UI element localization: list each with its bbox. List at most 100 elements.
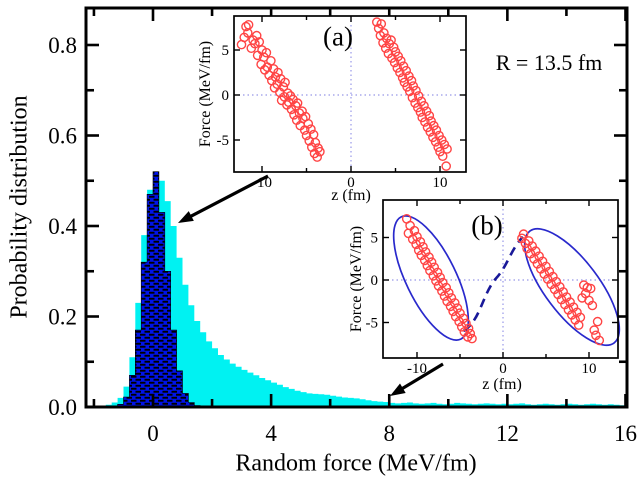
inset_b-frame	[382, 199, 619, 359]
inset_b-x-tick-label: 0	[499, 361, 507, 377]
inset_a-data-point	[254, 37, 265, 47]
inset_a-data-point	[413, 91, 424, 101]
inset_a-data-point	[419, 101, 429, 111]
arrow-to-tail-at-8-shaft	[399, 362, 444, 392]
inset_a-frame	[233, 15, 467, 173]
inset_a-data-point	[401, 65, 412, 76]
inset_a-data-point	[266, 56, 276, 66]
y-tick-label: 0.0	[48, 395, 77, 420]
inset_b-x-tick-label: -10	[407, 361, 427, 377]
arrow-to-tail-at-8-head	[390, 383, 406, 396]
x-tick-label: 16	[614, 421, 637, 446]
inset-b-letter-label: (b)	[471, 210, 503, 241]
inset_a-data-point	[310, 137, 321, 148]
inset_a-data-point	[289, 110, 299, 120]
inset_a-data-point	[312, 152, 323, 162]
main-plot-frame	[84, 6, 629, 409]
radius-annotation: R = 13.5 fm	[495, 50, 603, 75]
y-tick-label: 0.2	[48, 305, 77, 330]
inset_a-data-point	[261, 47, 272, 58]
inset_b-data-point	[585, 283, 596, 294]
inset_a-data-point	[388, 42, 399, 53]
inset_a-data-point	[441, 161, 452, 171]
inset-b-y-axis-title: Force (MeV/fm)	[348, 225, 365, 333]
inset_b-data-point	[426, 257, 437, 267]
inset_b-data-point	[465, 328, 476, 339]
inset_b-data-point	[587, 300, 598, 311]
inset_b-data-point	[458, 313, 469, 324]
x-tick-label: 4	[265, 421, 277, 446]
inset_a-data-point	[264, 70, 274, 80]
inset_a-x-tick-label: 10	[433, 175, 448, 191]
inset_a-data-point	[381, 33, 392, 44]
inset_b-data-point	[424, 252, 434, 262]
inset_a-data-point	[437, 151, 448, 161]
inset_a-data-point	[424, 110, 435, 121]
arrow-to-navy-peak-shaft	[187, 174, 269, 219]
inset_a-data-point	[304, 136, 315, 146]
inset_a-data-point	[431, 125, 442, 135]
inset_b-cluster-ellipse	[523, 227, 621, 347]
main-y-axis-title: Probability distribution	[6, 95, 33, 319]
x-tick-label: 8	[383, 421, 395, 446]
arrow-to-navy-peak-head	[178, 211, 194, 223]
inset_b-data-point	[441, 282, 452, 293]
inset_b-data-point	[518, 229, 529, 239]
inset-a-x-axis-title: z (fm)	[331, 187, 371, 204]
inset_b-cluster-ellipse	[392, 215, 470, 341]
inset_a-data-point	[395, 56, 406, 66]
inset_a-data-point	[442, 144, 452, 154]
inset_b-data-point	[418, 241, 428, 252]
inset_a-data-point	[241, 21, 251, 32]
inset_a-background	[234, 16, 466, 172]
inset_b-x-tick-label: 10	[582, 361, 597, 377]
inset-a-letter-label: (a)	[323, 21, 353, 52]
inset_a-data-point	[420, 117, 430, 127]
inset_a-data-point	[280, 77, 290, 88]
inset_a-data-point	[273, 67, 283, 78]
x-tick-label: 0	[147, 421, 159, 446]
inset_a-y-tick-label: 5	[222, 43, 230, 59]
inset_b-data-point	[435, 272, 446, 283]
inset_a-y-tick-label: -5	[217, 133, 230, 149]
inset_b-y-tick-label: 0	[371, 273, 379, 289]
inset_a-data-point	[282, 88, 293, 98]
inset_b-data-point	[415, 236, 426, 247]
inset_a-data-point	[376, 19, 387, 29]
y-tick-label: 0.8	[48, 33, 77, 58]
x-tick-label: 12	[496, 421, 519, 446]
inset_a-data-point	[406, 75, 417, 86]
inset_b-data-point	[452, 303, 463, 313]
inset_a-data-point	[411, 85, 421, 96]
inset_b-data-point	[575, 312, 586, 323]
inset_b-data-point	[463, 323, 474, 334]
inset_b-data-point	[443, 287, 454, 298]
inset_b-y-tick-label: 5	[371, 231, 379, 247]
inset_a-data-point	[251, 30, 262, 41]
inset_b-y-tick-label: -5	[366, 316, 379, 332]
inset_a-x-tick-label: 0	[347, 175, 355, 191]
y-tick-label: 0.4	[48, 214, 77, 239]
inset_a-y-tick-label: 0	[222, 88, 230, 104]
inset_a-data-point	[301, 130, 312, 141]
inset_a-data-point	[298, 113, 308, 124]
inset_a-data-point	[278, 82, 289, 92]
inset_a-data-point	[315, 146, 325, 157]
inset_a-x-tick-label: -10	[252, 175, 272, 191]
inset_b-data-point	[592, 316, 603, 327]
inset_b-dashed-s-curve	[462, 235, 524, 333]
inset-b-x-axis-title: z (fm)	[482, 376, 522, 393]
histogram-navy-hatched	[111, 171, 201, 408]
inset_b-data-point	[461, 318, 471, 329]
inset_a-data-point	[371, 17, 382, 27]
inset_b-data-point	[432, 267, 443, 278]
y-tick-label: 0.6	[48, 124, 77, 149]
inset_a-data-point	[303, 119, 314, 129]
inset_b-data-point	[467, 333, 477, 344]
inset_b-data-point	[409, 225, 420, 236]
inset_b-data-point	[594, 335, 605, 346]
inset_a-data-point	[292, 98, 303, 108]
inset-a-y-axis-title: Force (MeV/fm)	[197, 40, 214, 148]
